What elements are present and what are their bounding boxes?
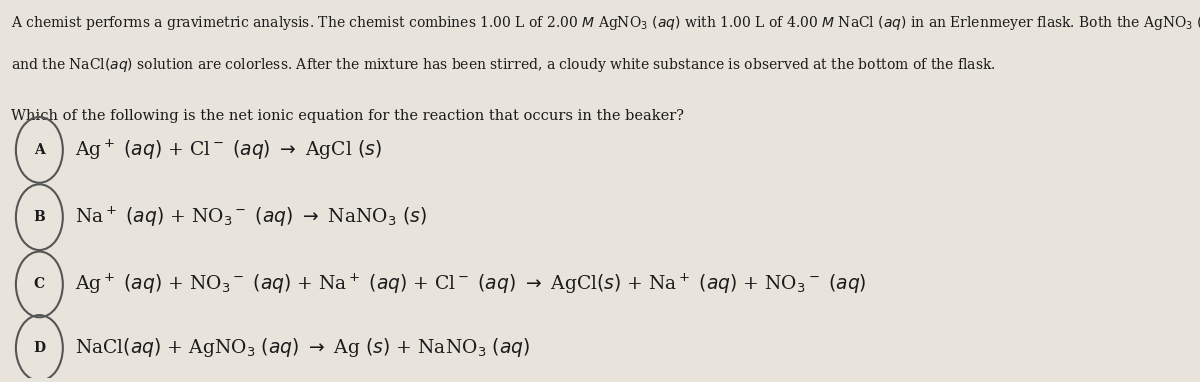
- Text: NaCl$(aq)$ + AgNO$_3$ $(aq)$ $\rightarrow$ Ag $(s)$ + NaNO$_3$ $(aq)$: NaCl$(aq)$ + AgNO$_3$ $(aq)$ $\rightarro…: [76, 337, 530, 359]
- Text: Ag$^+$ $(aq)$ + Cl$^-$ $(aq)$ $\rightarrow$ AgCl $(s)$: Ag$^+$ $(aq)$ + Cl$^-$ $(aq)$ $\rightarr…: [76, 138, 383, 162]
- Text: A chemist performs a gravimetric analysis. The chemist combines 1.00 L of 2.00 $: A chemist performs a gravimetric analysi…: [11, 13, 1200, 31]
- Text: Ag$^+$ $(aq)$ + NO$_3$$^-$ $(aq)$ + Na$^+$ $(aq)$ + Cl$^-$ $(aq)$ $\rightarrow$ : Ag$^+$ $(aq)$ + NO$_3$$^-$ $(aq)$ + Na$^…: [76, 272, 868, 296]
- Text: D: D: [34, 341, 46, 355]
- Text: B: B: [34, 210, 46, 224]
- Text: Na$^+$ $(aq)$ + NO$_3$$^-$ $(aq)$ $\rightarrow$ NaNO$_3$ $(s)$: Na$^+$ $(aq)$ + NO$_3$$^-$ $(aq)$ $\righ…: [76, 205, 427, 229]
- Text: A: A: [34, 143, 44, 157]
- Text: C: C: [34, 277, 44, 291]
- Text: Which of the following is the net ionic equation for the reaction that occurs in: Which of the following is the net ionic …: [11, 109, 684, 123]
- Text: and the NaCl$(aq)$ solution are colorless. After the mixture has been stirred, a: and the NaCl$(aq)$ solution are colorles…: [11, 57, 996, 74]
